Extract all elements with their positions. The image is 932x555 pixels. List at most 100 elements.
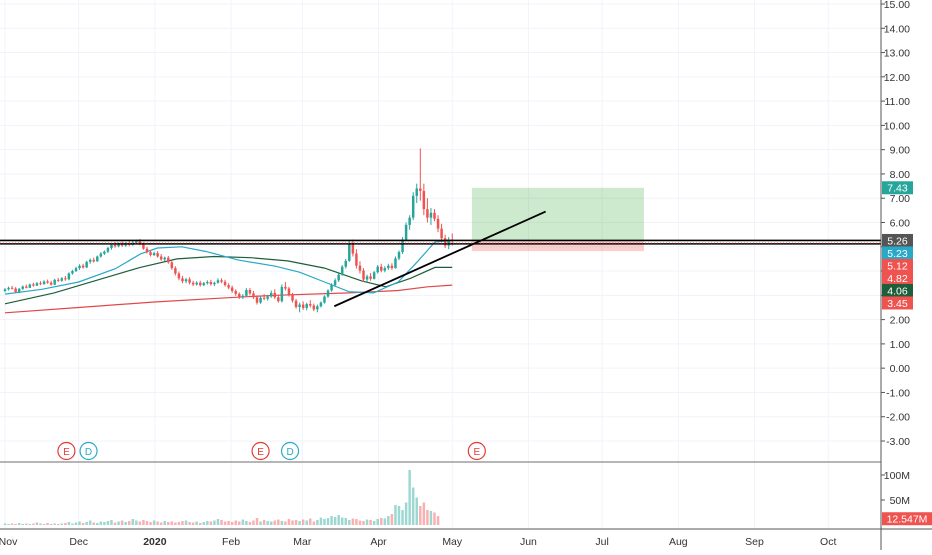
volume-bar xyxy=(32,523,35,525)
volume-bar xyxy=(25,523,28,525)
trendline-layer[interactable] xyxy=(333,210,546,308)
volume-bar xyxy=(67,522,71,525)
price-label-text: 5.26 xyxy=(887,235,908,247)
candle-body xyxy=(252,293,255,298)
volume-bar xyxy=(103,522,106,525)
candle-body xyxy=(390,265,394,269)
moving-average-fast-line xyxy=(4,240,453,295)
dividend-event-marker[interactable] xyxy=(79,441,98,461)
volume-bar xyxy=(39,523,42,525)
candle-body xyxy=(280,286,284,302)
candle-body xyxy=(284,286,287,289)
volume-bar xyxy=(53,523,56,525)
candle-body xyxy=(369,276,372,279)
candle-body xyxy=(181,278,184,282)
price-tick-label: 0.00 xyxy=(890,363,911,375)
time-tick-label: Nov xyxy=(0,536,18,548)
price-tick-label: 13.00 xyxy=(884,48,910,60)
candle-body xyxy=(46,281,49,283)
volume-bar xyxy=(369,520,372,525)
volume-bar xyxy=(138,521,142,525)
price-tick-label: 8.00 xyxy=(890,169,911,181)
volume-label-box xyxy=(882,512,932,526)
position-stop-zone[interactable] xyxy=(471,240,644,252)
volume-bar xyxy=(74,522,78,525)
volume-bar xyxy=(380,518,383,525)
volume-bar xyxy=(49,524,53,525)
candle-body xyxy=(351,243,355,254)
candle-body xyxy=(238,293,241,298)
volume-bar xyxy=(170,521,174,525)
candle-body xyxy=(167,257,170,263)
trendline[interactable] xyxy=(333,210,546,308)
candle-body xyxy=(326,290,330,297)
volume-bar xyxy=(426,510,429,525)
candle-body xyxy=(213,282,216,285)
candle-body xyxy=(71,271,74,274)
candle-body xyxy=(241,295,245,298)
dividend-event-marker[interactable] xyxy=(280,441,300,461)
candle-body xyxy=(145,248,149,253)
candle-body xyxy=(206,281,209,284)
time-tick-label: Apr xyxy=(370,536,387,548)
candle-body xyxy=(440,228,443,239)
candle-body xyxy=(436,218,440,229)
volume-bar xyxy=(174,522,177,525)
candle-body xyxy=(447,239,450,246)
candle-body xyxy=(305,304,308,308)
candle-body xyxy=(365,276,369,280)
earnings-event-marker[interactable] xyxy=(467,441,486,461)
volume-bar xyxy=(42,524,46,525)
earnings-event-marker[interactable] xyxy=(251,441,270,461)
candle-body xyxy=(433,212,436,219)
price-label-text: 7.43 xyxy=(887,183,908,195)
candle-body xyxy=(397,252,401,259)
volume-bar xyxy=(365,519,369,525)
position-tool[interactable] xyxy=(471,187,644,252)
volume-bar xyxy=(195,521,198,525)
candle-body xyxy=(401,239,404,253)
price-label-text: 4.06 xyxy=(887,285,908,297)
candle-body xyxy=(301,304,305,308)
candle-body xyxy=(159,256,163,260)
candle-body xyxy=(110,244,113,248)
candle-body xyxy=(223,281,227,286)
volume-bar xyxy=(117,521,120,525)
volume-bar xyxy=(326,518,330,525)
candle-body xyxy=(35,283,39,286)
volume-bar xyxy=(305,520,308,525)
volume-bar xyxy=(191,522,195,525)
volume-bar xyxy=(294,520,298,525)
candle-body xyxy=(426,209,429,218)
volume-bar xyxy=(227,521,230,525)
candle-body xyxy=(383,268,387,271)
price-label-box xyxy=(882,258,913,272)
volume-bar xyxy=(71,523,74,525)
candle-body xyxy=(10,287,14,289)
volume-bar xyxy=(113,522,117,525)
volume-bar xyxy=(245,521,248,525)
volume-bar xyxy=(259,521,262,525)
horizontal-lines[interactable] xyxy=(0,239,881,245)
candle-body xyxy=(348,243,351,261)
time-tick-label: Sep xyxy=(745,536,764,548)
candle-body xyxy=(415,188,418,196)
candle-body xyxy=(220,280,223,282)
volume-bar xyxy=(14,524,17,525)
volume-bar xyxy=(156,521,159,525)
candle-body xyxy=(273,292,277,298)
volume-bar xyxy=(248,522,252,525)
volume-bar xyxy=(7,524,10,525)
price-label-text: 3.45 xyxy=(887,298,908,310)
earnings-event-marker[interactable] xyxy=(57,441,76,461)
candle-body xyxy=(227,285,230,288)
volume-bar xyxy=(220,520,223,525)
volume-bar xyxy=(234,520,237,525)
volume-bar xyxy=(99,521,103,525)
price-label-box xyxy=(882,296,913,310)
price-label-box xyxy=(882,283,913,297)
